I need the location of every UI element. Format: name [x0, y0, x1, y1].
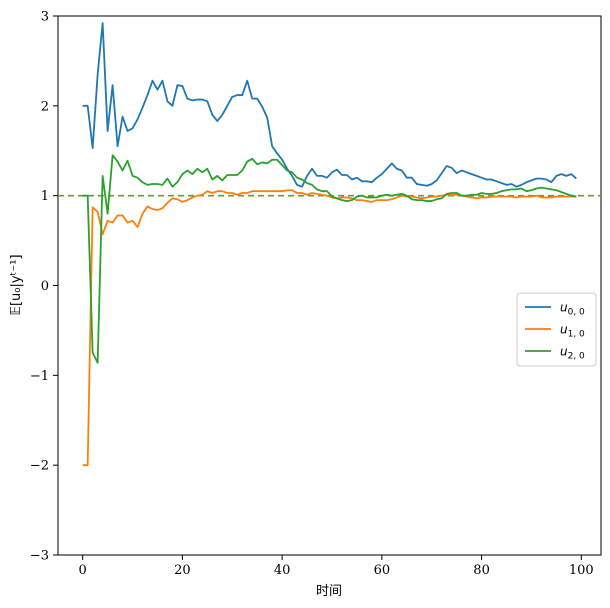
- x-tick-label: 20: [174, 563, 191, 578]
- y-tick-label: 1: [41, 189, 49, 204]
- plot-frame: [57, 15, 602, 556]
- series-line-2: [82, 154, 577, 364]
- series-line-1: [82, 189, 577, 467]
- legend-label: u2, 0: [560, 345, 585, 362]
- legend-label: u0, 0: [560, 301, 585, 318]
- y-tick-label: −1: [30, 369, 49, 384]
- x-axis: 0 20 40 60 80 100: [79, 555, 594, 578]
- y-tick-label: 2: [41, 99, 49, 114]
- y-tick-label: 3: [41, 10, 49, 25]
- x-tick-label: 0: [79, 563, 87, 578]
- series-line-0: [82, 22, 577, 188]
- x-axis-label: 时间: [316, 584, 342, 599]
- y-axis: −3 −2 −1 0 1 2 3: [30, 10, 58, 564]
- x-tick-label: 40: [274, 563, 291, 578]
- y-axis-label: 𝔼[u₀|yᵗ⁻¹]: [9, 254, 24, 315]
- x-tick-label: 80: [473, 563, 490, 578]
- x-tick-label: 60: [374, 563, 391, 578]
- x-tick-label: 100: [569, 563, 594, 578]
- legend-label: u1, 0: [560, 323, 585, 340]
- y-tick-label: 0: [41, 279, 49, 294]
- legend-box: [516, 292, 597, 367]
- y-tick-label: −2: [30, 459, 49, 474]
- y-tick-label: −3: [30, 549, 49, 564]
- legend: u0, 0 u1, 0 u2, 0: [516, 292, 597, 367]
- series-layer: [82, 22, 577, 467]
